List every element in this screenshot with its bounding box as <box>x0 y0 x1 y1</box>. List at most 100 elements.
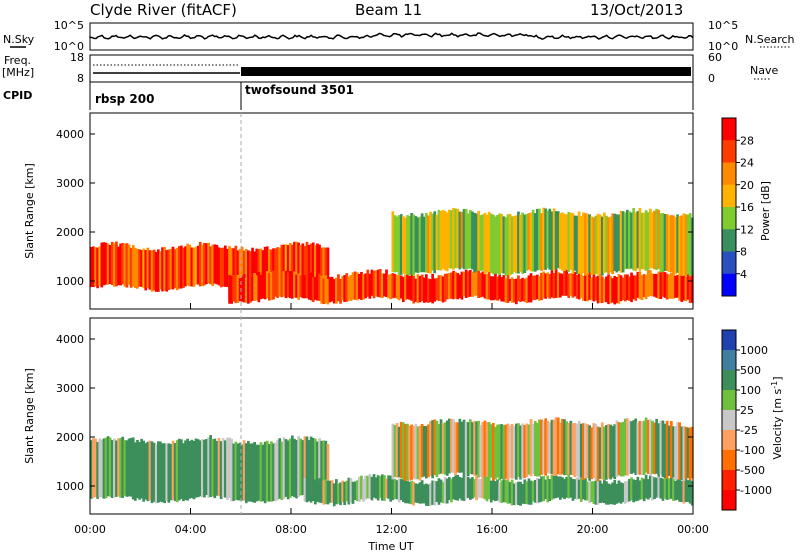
heatmap-cell <box>579 216 583 275</box>
heatmap-cell <box>521 423 524 479</box>
heatmap-cell <box>433 480 437 506</box>
heatmap-cell <box>615 483 619 504</box>
heatmap-cell <box>682 213 686 276</box>
heatmap-cell <box>113 243 116 287</box>
heatmap-cell <box>422 426 426 477</box>
heatmap-cell <box>452 270 455 300</box>
heatmap-cell <box>230 275 233 304</box>
heatmap-cell <box>684 214 688 277</box>
heatmap-cell <box>659 213 663 273</box>
heatmap-cell <box>487 477 491 500</box>
heatmap-cell <box>332 483 336 507</box>
heatmap-cell <box>473 479 476 498</box>
heatmap-cell <box>301 275 305 299</box>
heatmap-cell <box>485 214 489 273</box>
heatmap-cell <box>657 271 661 299</box>
heatmap-cell <box>636 476 640 501</box>
heatmap-cell <box>152 249 156 291</box>
heatmap-cell <box>494 481 497 502</box>
heatmap-cell <box>351 481 355 504</box>
heatmap-cell <box>207 437 210 498</box>
heatmap-cell <box>404 217 407 275</box>
heatmap-cell <box>471 271 474 297</box>
beam-title: Beam 11 <box>355 1 422 19</box>
heatmap-cell <box>508 425 512 478</box>
heatmap-cell <box>559 212 562 270</box>
heatmap-cell <box>554 211 558 270</box>
heatmap-cell <box>240 246 244 289</box>
heatmap-cell <box>420 480 424 504</box>
heatmap-cell <box>563 419 566 476</box>
heatmap-cell <box>565 269 568 296</box>
heatmap-cell <box>209 246 212 285</box>
heatmap-cell <box>205 439 208 495</box>
heatmap-cell <box>251 276 254 301</box>
heatmap-cell <box>670 215 673 273</box>
heatmap-cell <box>680 215 684 276</box>
heatmap-cell <box>626 274 629 301</box>
heatmap-cell <box>536 422 539 477</box>
heatmap-cell <box>623 481 627 504</box>
heatmap-cell <box>119 438 122 498</box>
heatmap-cell <box>649 474 652 498</box>
heatmap-cell <box>318 478 321 503</box>
heatmap-cell <box>588 272 591 300</box>
heatmap-cell <box>280 272 284 298</box>
heatmap-cell <box>395 480 399 500</box>
heatmap-cell <box>297 242 300 285</box>
heatmap-cell <box>466 422 470 477</box>
heatmap-cell <box>274 274 277 297</box>
heatmap-cell <box>345 480 349 502</box>
heatmap-cell <box>236 443 240 501</box>
heatmap-cell <box>226 249 229 287</box>
heatmap-cell <box>184 246 187 287</box>
colorbar-swatch <box>722 350 736 371</box>
heatmap-cell <box>288 438 292 498</box>
colorbar-swatch <box>722 207 736 230</box>
heatmap-cell <box>448 209 451 269</box>
heatmap-cell <box>586 481 589 501</box>
heatmap-cell <box>598 273 602 303</box>
heatmap-cell <box>498 482 501 503</box>
heatmap-cell <box>460 477 464 501</box>
heatmap-cell <box>523 214 527 273</box>
heatmap-cell <box>301 243 305 284</box>
heatmap-cell <box>617 422 621 476</box>
heatmap-cell <box>441 481 445 504</box>
heatmap-cell <box>502 479 506 503</box>
heatmap-cell <box>481 214 485 271</box>
heatmap-cell <box>324 247 328 288</box>
heatmap-cell <box>127 244 131 285</box>
heatmap-cell <box>577 420 581 480</box>
heatmap-cell <box>332 279 336 304</box>
heatmap-cell <box>412 276 416 304</box>
heatmap-cell <box>458 477 462 499</box>
heatmap-cell <box>131 245 135 287</box>
heatmap-cell <box>345 273 349 302</box>
heatmap-cell <box>538 276 541 301</box>
heatmap-cell <box>525 213 529 271</box>
heatmap-cell <box>479 215 483 271</box>
colorbar-swatch <box>722 330 736 351</box>
heatmap-cell <box>163 247 166 291</box>
colorbar-swatch <box>722 470 736 491</box>
y-tick-label: 4000 <box>56 128 84 141</box>
heatmap-cell <box>649 270 652 297</box>
heatmap-cell <box>533 421 537 477</box>
heatmap-cell <box>688 427 692 481</box>
heatmap-cell <box>515 215 518 274</box>
heatmap-cell <box>634 418 638 475</box>
heatmap-cell <box>188 244 192 287</box>
heatmap-cell <box>682 477 686 504</box>
heatmap-cell <box>138 249 141 287</box>
heatmap-cell <box>268 249 271 289</box>
heatmap-cell <box>251 443 254 503</box>
heatmap-cell <box>299 275 303 298</box>
heatmap-cell <box>590 277 594 301</box>
heatmap-cell <box>412 481 416 506</box>
heatmap-cell <box>584 477 587 501</box>
heatmap-cell <box>288 243 292 285</box>
heatmap-cell <box>477 478 480 498</box>
heatmap-cell <box>674 275 677 298</box>
heatmap-cell <box>561 418 564 475</box>
